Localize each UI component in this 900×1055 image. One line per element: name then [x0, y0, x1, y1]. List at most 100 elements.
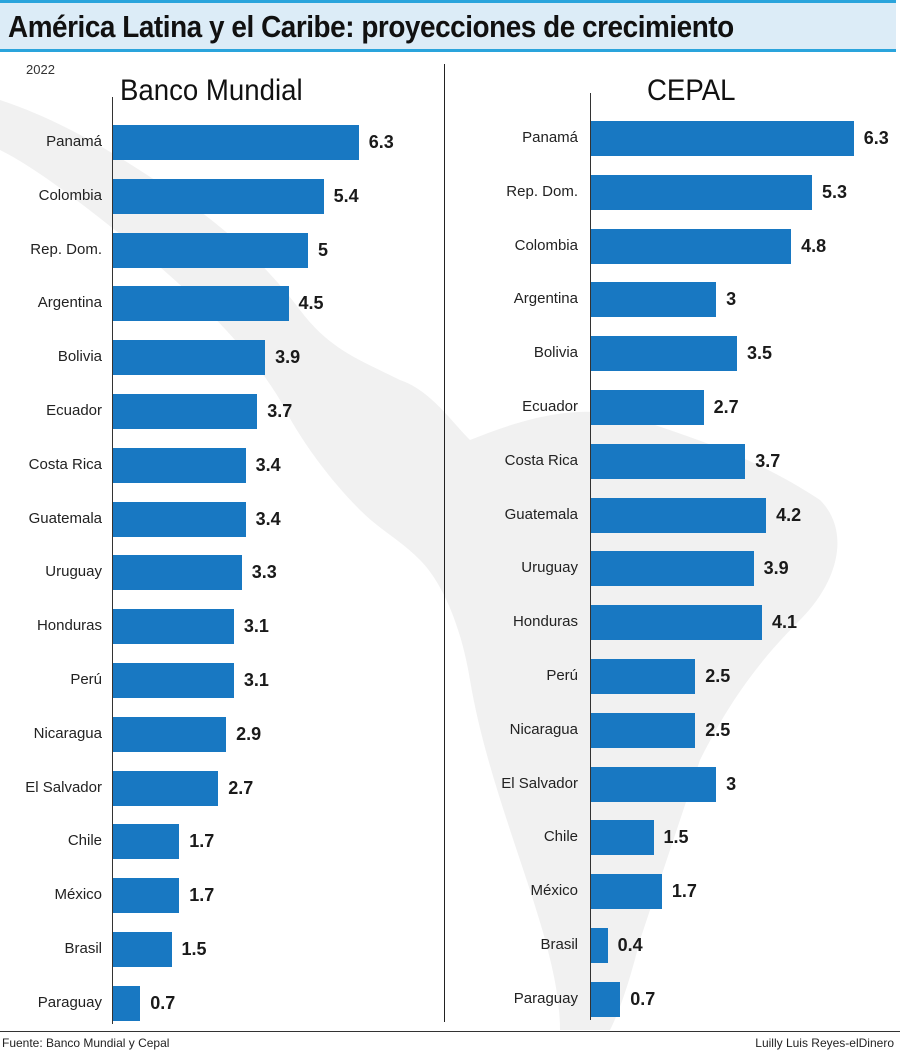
bar	[113, 932, 172, 967]
value-label: 4.1	[771, 612, 797, 633]
category-label: Nicaragua	[509, 720, 578, 738]
bar	[113, 663, 234, 698]
bar	[113, 340, 266, 376]
bar	[591, 174, 812, 210]
category-label: Perú	[70, 671, 102, 688]
category-label: Costa Rica	[504, 451, 578, 469]
bar	[113, 286, 289, 322]
category-label: Chile	[67, 832, 102, 850]
value-label: 3.7	[755, 450, 781, 471]
category-label: Perú	[546, 667, 578, 684]
category-label: El Salvador	[501, 774, 578, 792]
value-label: 1.5	[181, 939, 207, 959]
category-label: Honduras	[512, 613, 578, 631]
panel-title-cepal: CEPAL	[647, 74, 736, 107]
category-label: Bolivia	[533, 344, 578, 362]
bar	[591, 981, 621, 1017]
bar	[591, 928, 608, 963]
value-label: 4.2	[776, 504, 802, 525]
value-label: 3.9	[763, 558, 789, 579]
bar	[113, 824, 180, 860]
value-label: 2.5	[705, 666, 731, 686]
bar	[591, 336, 737, 372]
value-label: 0.7	[630, 988, 656, 1009]
value-label: 0.7	[150, 992, 176, 1013]
value-label: 5.3	[822, 181, 848, 202]
footer-rule	[0, 1031, 900, 1032]
category-label: Costa Rica	[28, 455, 102, 473]
value-label: 3.3	[251, 562, 277, 583]
y-axis-banco-mundial	[112, 97, 113, 1024]
category-label: Ecuador	[522, 398, 578, 415]
credit-note: Luilly Luis Reyes-elDinero	[755, 1036, 894, 1050]
value-label: 5.4	[333, 185, 359, 206]
y-axis-cepal	[590, 93, 591, 1020]
category-label: Paraguay	[37, 993, 102, 1011]
value-label: 6.3	[368, 132, 394, 152]
bar	[591, 497, 767, 533]
value-label: 2.5	[705, 719, 731, 740]
bar	[113, 394, 258, 429]
category-label: Brasil	[64, 940, 102, 957]
bar	[113, 878, 180, 914]
bar	[113, 447, 246, 483]
value-label: 3.7	[267, 401, 293, 421]
chart-title: América Latina y el Caribe: proyecciones…	[8, 9, 734, 44]
bar	[113, 125, 359, 160]
category-label: Chile	[543, 828, 578, 846]
bar	[113, 178, 324, 214]
bar	[113, 716, 227, 752]
value-label: 2.9	[236, 723, 262, 744]
category-label: Nicaragua	[33, 724, 102, 742]
category-label: El Salvador	[25, 778, 102, 796]
category-label: Rep. Dom.	[30, 240, 102, 258]
bar	[591, 659, 696, 694]
value-label: 3.1	[243, 670, 269, 690]
category-label: Panamá	[46, 133, 102, 150]
bar	[113, 232, 308, 268]
bar	[591, 874, 662, 910]
bar	[591, 121, 854, 156]
value-label: 3.4	[255, 454, 281, 475]
value-label: 0.4	[617, 935, 643, 955]
category-label: Paraguay	[513, 989, 578, 1007]
bar	[591, 282, 717, 318]
value-label: 3.4	[255, 508, 281, 529]
value-label: 1.5	[663, 827, 689, 848]
bar	[113, 609, 234, 645]
value-label: 2.7	[713, 397, 739, 417]
bar	[591, 443, 746, 479]
category-label: Brasil	[540, 936, 578, 953]
bar	[591, 766, 717, 802]
value-label: 6.3	[863, 128, 889, 148]
category-label: Rep. Dom.	[506, 182, 578, 200]
category-label: Argentina	[37, 294, 102, 312]
bar	[113, 985, 141, 1021]
bar	[591, 605, 762, 641]
category-label: Honduras	[36, 617, 102, 635]
category-label: Colombia	[514, 236, 578, 254]
category-label: México	[54, 886, 102, 904]
bar	[113, 555, 242, 591]
value-label: 1.7	[189, 831, 215, 852]
title-bar: América Latina y el Caribe: proyecciones…	[0, 0, 896, 52]
bar	[591, 820, 654, 856]
year-label: 2022	[26, 62, 55, 77]
value-label: 3	[726, 773, 737, 794]
category-label: Argentina	[513, 290, 578, 308]
category-label: Panamá	[522, 129, 578, 146]
value-label: 3.5	[746, 343, 772, 364]
source-note: Fuente: Banco Mundial y Cepal	[2, 1036, 170, 1050]
category-label: Guatemala	[28, 509, 102, 527]
category-label: Ecuador	[46, 402, 102, 419]
category-label: Guatemala	[504, 505, 578, 523]
value-label: 4.8	[801, 235, 827, 256]
value-label: 3	[726, 289, 737, 310]
panel-divider	[444, 64, 445, 1022]
value-label: 1.7	[671, 881, 697, 902]
value-label: 1.7	[189, 885, 215, 906]
value-label: 4.5	[298, 293, 324, 314]
category-label: Bolivia	[57, 348, 102, 366]
bar	[591, 712, 696, 748]
category-label: Uruguay	[45, 563, 102, 581]
